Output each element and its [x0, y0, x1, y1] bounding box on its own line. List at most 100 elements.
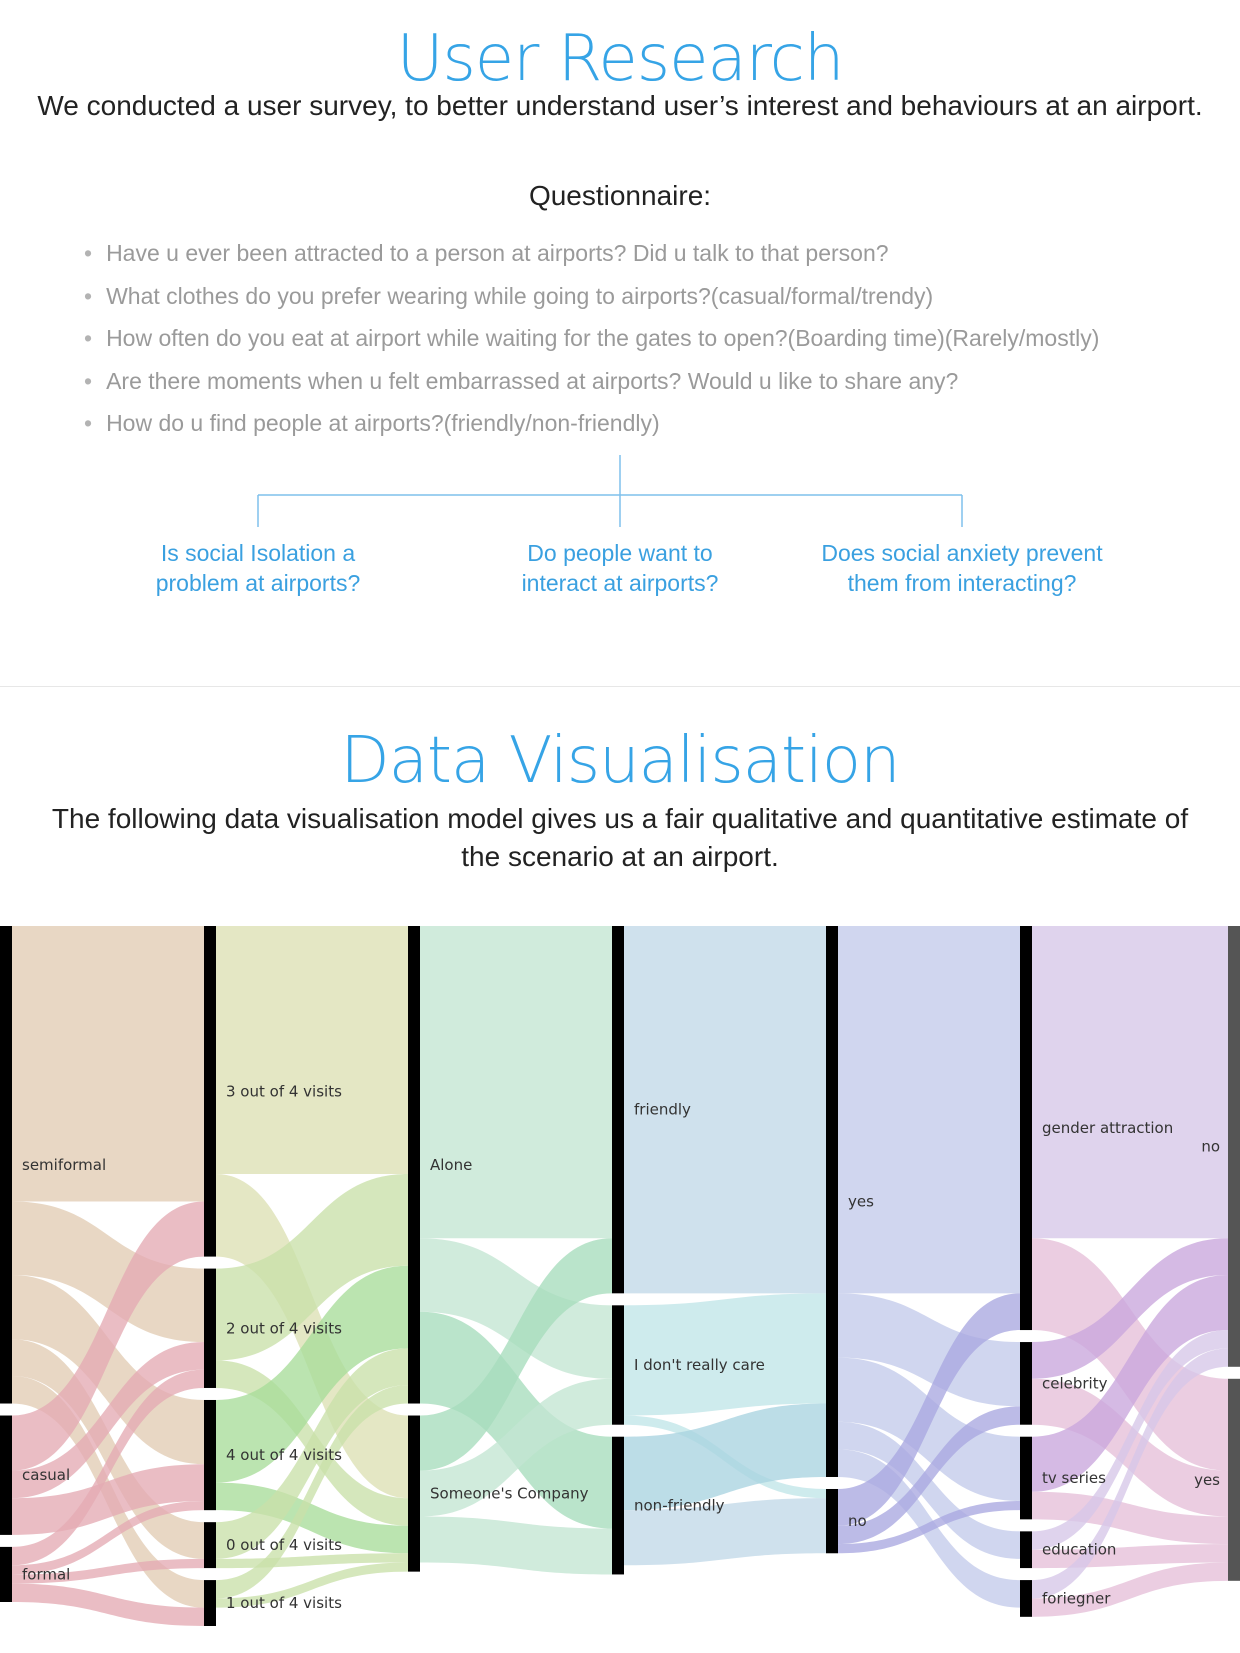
sankey-label-alone: Alone [430, 1156, 472, 1174]
sankey-label-education: education [1042, 1541, 1116, 1559]
sankey-label-f0: 0 out of 4 visits [226, 1536, 342, 1554]
sankey-label-yes2: yes [1194, 1471, 1220, 1489]
sankey-link-f2-alone [216, 1173, 408, 1361]
sankey-diagram: semiformal casual formal 3 out of 4 visits 2… [0, 926, 1240, 1626]
sankey-node-yes2 [1228, 1378, 1240, 1581]
sankey-node-dontcare [612, 1305, 624, 1425]
branch-line: problem at airports? [155, 570, 361, 596]
sankey-label-company: Someone's Company [430, 1485, 589, 1503]
question-item: How do u find people at airports?(friend… [84, 402, 1184, 445]
sankey-link-alone-nonfriendly [420, 1311, 612, 1529]
sankey-node-tv [1020, 1436, 1032, 1520]
sankey-label-f2: 2 out of 4 visits [226, 1319, 342, 1337]
sankey-node-alone [408, 926, 420, 1404]
sankey-link-yes-gender [838, 926, 1020, 1294]
sankey-link-gender-yes2 [1032, 1238, 1228, 1471]
data-visualisation-intro: The following data visualisation model g… [0, 800, 1240, 876]
sankey-link-casual-f4 [12, 1464, 204, 1535]
sankey-link-tv-no2 [1032, 1274, 1228, 1492]
sankey-label-f3: 3 out of 4 visits [226, 1082, 342, 1100]
sankey-links [12, 926, 1228, 1626]
sankey-node-foriegner [1020, 1580, 1032, 1617]
intro-line: the scenario at an airport. [461, 841, 779, 872]
sankey-link-foriegner-yes2 [1032, 1562, 1228, 1617]
sankey-link-dontcare-yes [624, 1293, 826, 1416]
branch-social-anxiety: Does social anxiety prevent them from in… [782, 538, 1142, 598]
sankey-link-alone-dontcare [420, 1238, 612, 1379]
sankey-link-no-celebrity [838, 1406, 1020, 1545]
user-research-intro: We conducted a user survey, to better un… [37, 90, 1203, 121]
sankey-link-celebrity-no2 [1032, 1238, 1228, 1379]
sankey-link-no-gender [838, 1293, 1020, 1526]
sankey-link-company-nonfriendly [420, 1516, 612, 1575]
sankey-link-semiformal-f3 [12, 926, 204, 1202]
sankey-label-no: no [848, 1512, 867, 1530]
sankey-node-f4 [204, 1399, 216, 1511]
branch-connector-lines [257, 455, 963, 527]
sankey-link-alone-friendly [420, 926, 612, 1239]
sankey-label-formal: formal [22, 1565, 70, 1583]
sankey-node-casual [0, 1415, 12, 1535]
sankey-link-no-tv [838, 1500, 1020, 1554]
sankey-link-formal-f1 [12, 1583, 204, 1626]
data-visualisation-title: Data Visualisation [340, 724, 900, 798]
sankey-link-f4-alone [216, 1265, 408, 1483]
question-item: Have u ever been attracted to a person a… [84, 232, 1184, 275]
sankey-label-nonfriendly: non-friendly [634, 1497, 725, 1515]
branch-line: Do people want to [527, 540, 713, 566]
sankey-link-yes-celebrity [838, 1293, 1020, 1407]
sankey-link-formal-f0 [12, 1558, 204, 1584]
sankey-label-semiformal: semiformal [22, 1156, 106, 1174]
sankey-label-friendly: friendly [634, 1101, 691, 1119]
sankey-link-semiformal-f2 [12, 1201, 204, 1343]
sankey-link-formal-f4 [12, 1500, 204, 1575]
sankey-label-foriegner: foriegner [1042, 1589, 1111, 1607]
sankey-link-formal-f2 [12, 1369, 204, 1566]
sankey-node-f1 [204, 1580, 216, 1626]
question-item: Are there moments when u felt embarrasse… [84, 360, 1184, 403]
sankey-link-yes-education [838, 1421, 1020, 1559]
sankey-link-nonfriendly-yes [624, 1403, 826, 1511]
sankey-link-yes-tv [838, 1357, 1020, 1501]
sankey-node-nonfriendly [612, 1436, 624, 1575]
section-divider [0, 686, 1240, 687]
sankey-label-celebrity: celebrity [1042, 1374, 1108, 1392]
branch-want-to-interact: Do people want to interact at airports? [440, 538, 800, 598]
sankey-node-no2 [1228, 926, 1240, 1367]
user-research-title: User Research [396, 22, 845, 96]
sankey-link-company-friendly [420, 1238, 612, 1471]
sankey-link-f1-company [216, 1562, 408, 1608]
questionnaire-heading: Questionnaire: [528, 180, 712, 211]
sankey-label-tv: tv series [1042, 1469, 1106, 1487]
questionnaire-list: Have u ever been attracted to a person a… [84, 232, 1184, 445]
sankey-link-education-no2 [1032, 1330, 1228, 1550]
sankey-label-yes: yes [848, 1192, 874, 1210]
question-item: How often do you eat at airport while wa… [84, 317, 1184, 360]
sankey-label-f1: 1 out of 4 visits [226, 1594, 342, 1612]
sankey-node-no [826, 1488, 838, 1554]
sankey-link-f4-company [216, 1482, 408, 1554]
sankey-node-f2 [204, 1268, 216, 1388]
sankey-node-f0 [204, 1522, 216, 1569]
branch-line: Is social Isolation a [160, 540, 356, 566]
branch-line: them from interacting? [847, 570, 1077, 596]
sankey-link-nonfriendly-no [624, 1498, 826, 1566]
sankey-label-no2: no [1201, 1137, 1220, 1155]
sankey-link-casual-f2 [12, 1342, 204, 1499]
sankey-node-formal [0, 1546, 12, 1602]
sankey-node-f3 [204, 926, 216, 1257]
sankey-node-education [1020, 1531, 1032, 1569]
sankey-link-casual-f3 [12, 1201, 204, 1471]
sankey-link-gender-no2 [1032, 926, 1228, 1239]
branch-line: interact at airports? [521, 570, 719, 596]
branch-line: Does social anxiety prevent [821, 540, 1103, 566]
sankey-link-foriegner-no2 [1032, 1348, 1228, 1599]
sankey-link-company-dontcare [420, 1378, 612, 1517]
sankey-link-friendly-yes [624, 926, 826, 1294]
sankey-node-friendly [612, 926, 624, 1294]
sankey-node-celebrity [1020, 1342, 1032, 1425]
sankey-link-f1-alone [216, 1385, 408, 1599]
sankey-link-semiformal-f4 [12, 1274, 204, 1465]
sankey-link-tv-yes2 [1032, 1491, 1228, 1545]
branch-social-isolation: Is social Isolation a problem at airport… [78, 538, 438, 598]
